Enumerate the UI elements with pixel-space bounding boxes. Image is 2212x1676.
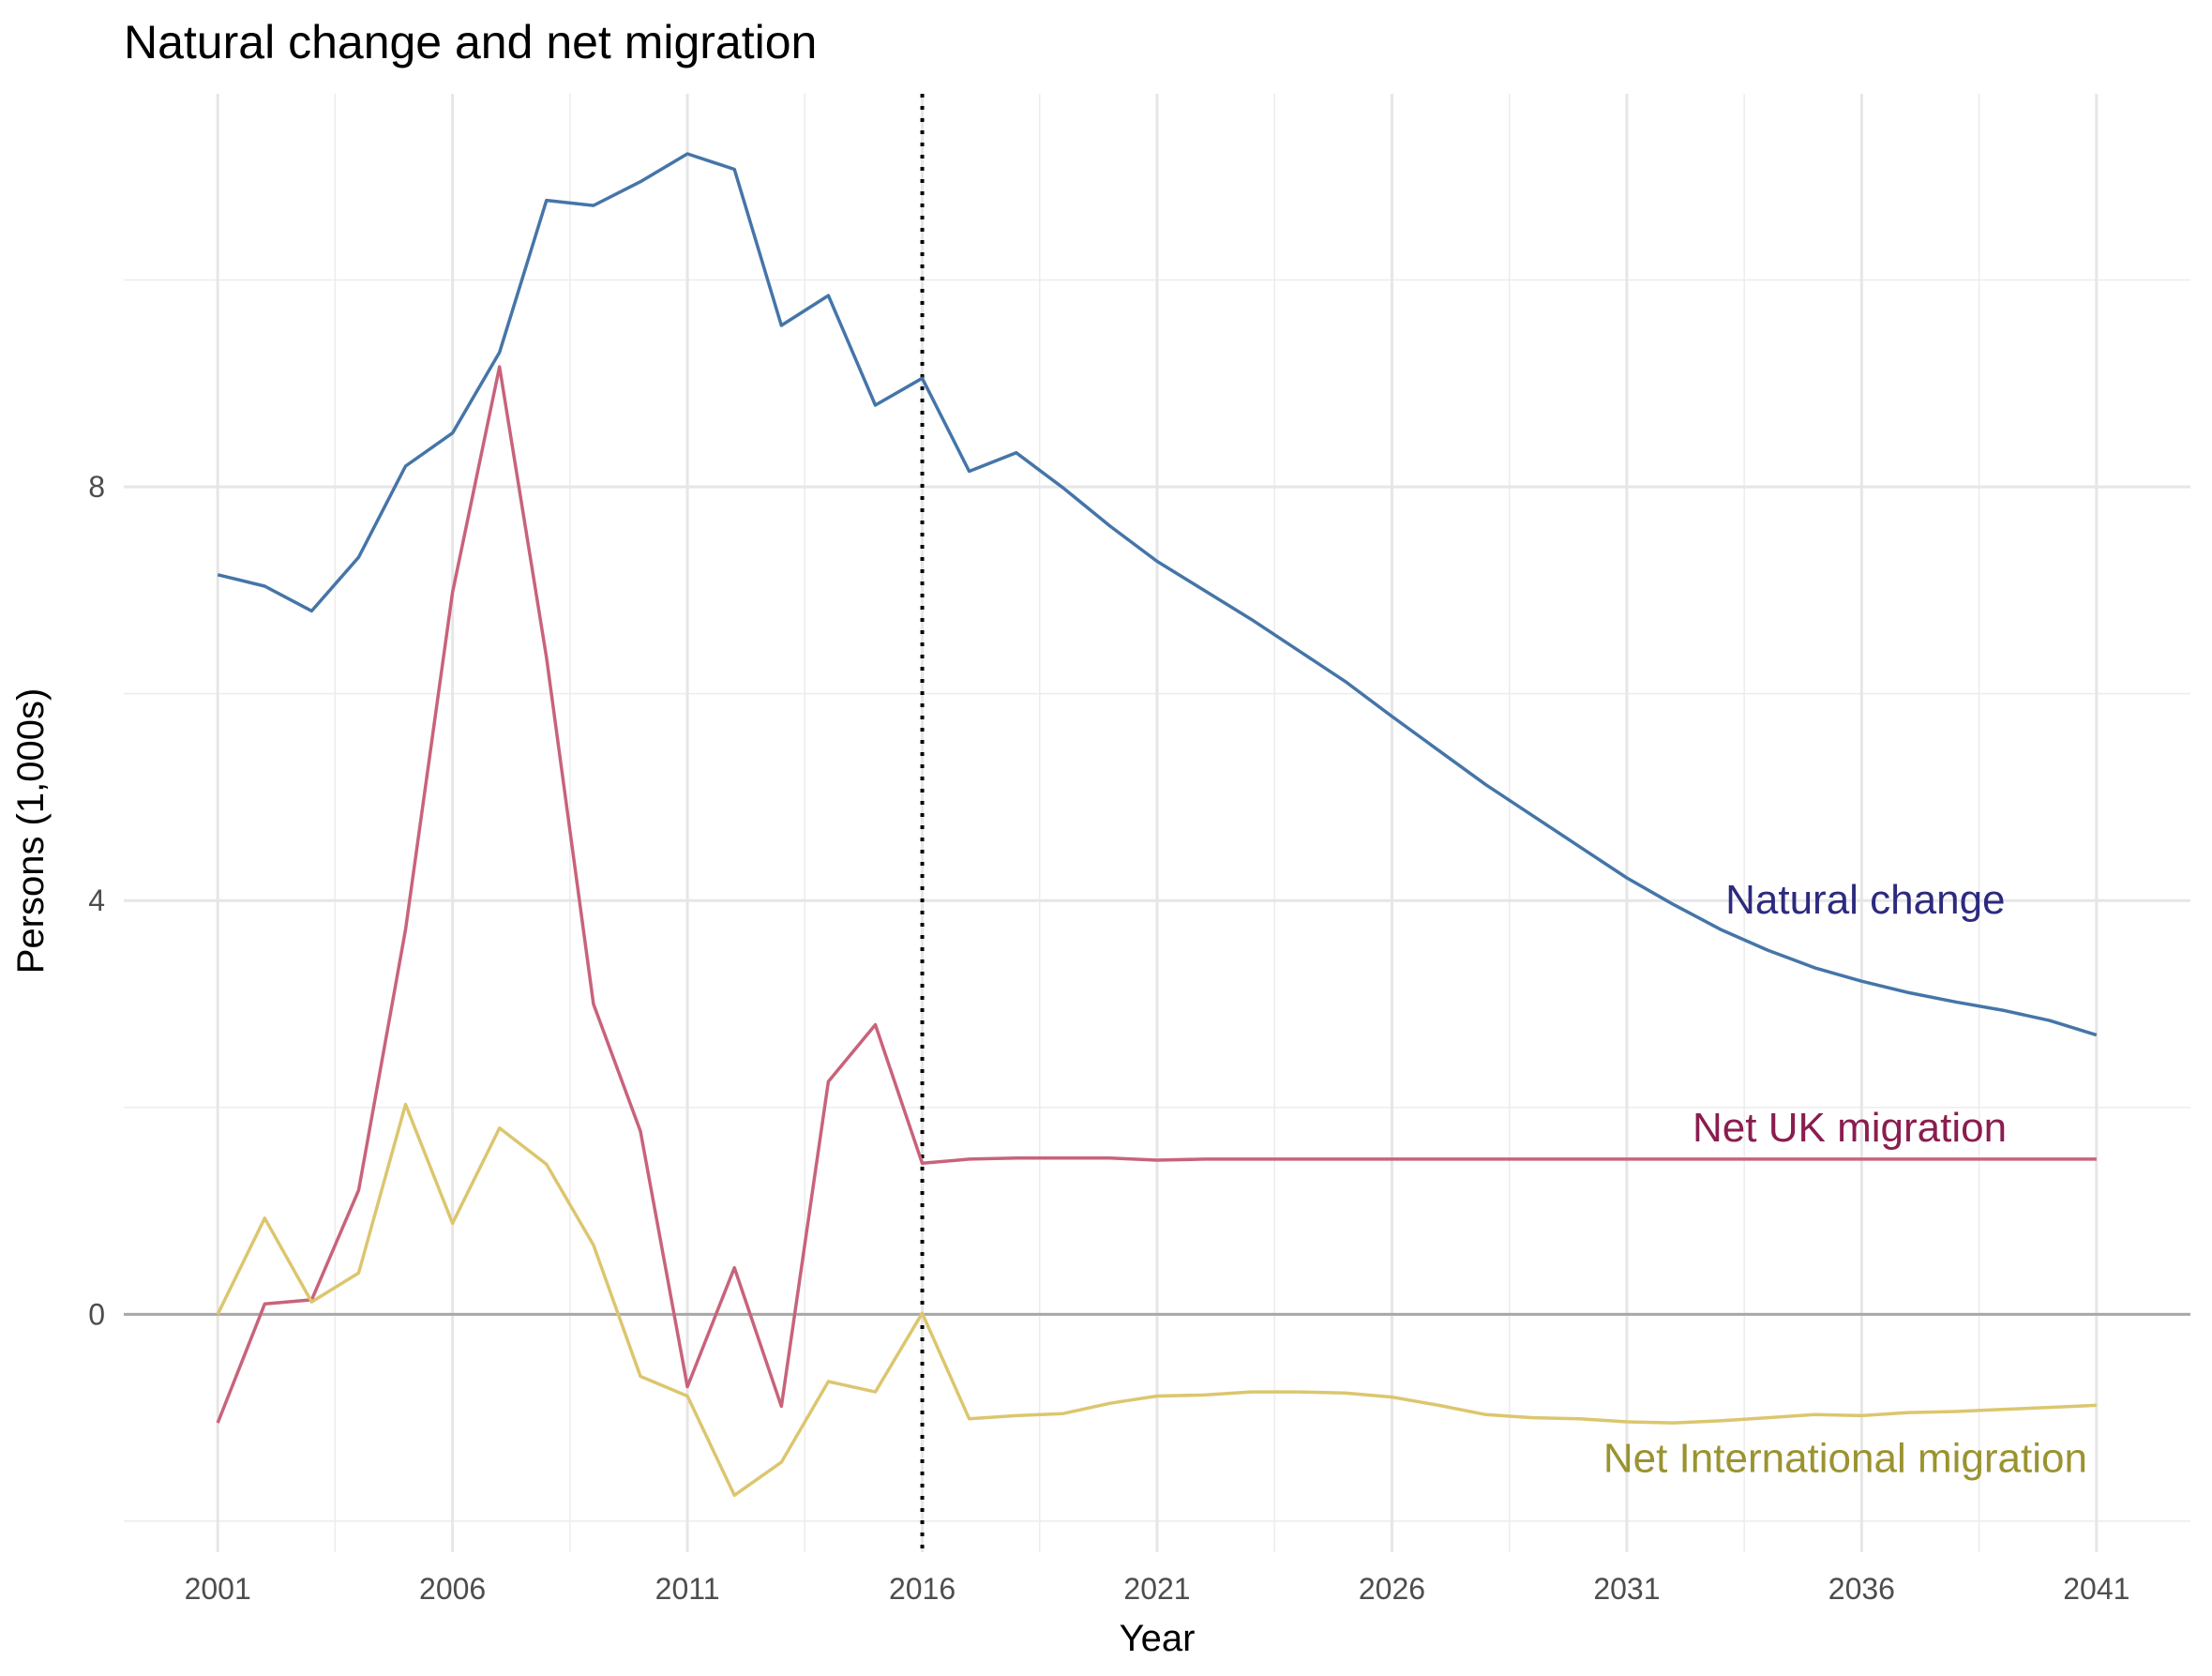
x-tick-label: 2021 — [1123, 1572, 1190, 1606]
x-axis-title: Year — [1120, 1618, 1196, 1659]
y-tick-label: 4 — [88, 883, 105, 917]
x-tick-label: 2001 — [185, 1572, 251, 1606]
series-line-2 — [216, 1102, 2097, 1498]
x-tick-label: 2036 — [1828, 1572, 1895, 1606]
x-tick-label: 2026 — [1359, 1572, 1425, 1606]
y-axis-title: Persons (1,000s) — [10, 688, 52, 974]
series-label-1: Net UK migration — [1693, 1105, 2007, 1151]
series-label-0: Natural change — [1725, 877, 2005, 923]
series-labels: Natural change Net UK migration Net Intern… — [1603, 877, 2087, 1482]
series-line-1 — [216, 365, 2097, 1424]
x-tick-label: 2011 — [655, 1572, 720, 1606]
major-gridlines — [124, 94, 2190, 1552]
y-tick-label: 0 — [88, 1297, 105, 1331]
series-line-0 — [217, 152, 2098, 1037]
reference-lines — [124, 94, 2190, 1552]
x-tick-label: 2006 — [419, 1572, 486, 1606]
x-axis-tick-labels: 2001 2006 2011 2016 2021 2026 2031 2036 2041 — [185, 1572, 2130, 1606]
y-tick-label: 8 — [88, 470, 105, 504]
x-tick-label: 2031 — [1593, 1572, 1660, 1606]
x-tick-label: 2041 — [2063, 1572, 2129, 1606]
chart-title: Natural change and net migration — [124, 16, 817, 68]
y-axis-tick-labels: 0 4 8 — [88, 470, 105, 1331]
x-tick-label: 2016 — [889, 1572, 956, 1606]
series-label-2: Net International migration — [1603, 1436, 2087, 1482]
series-lines — [216, 152, 2098, 1498]
